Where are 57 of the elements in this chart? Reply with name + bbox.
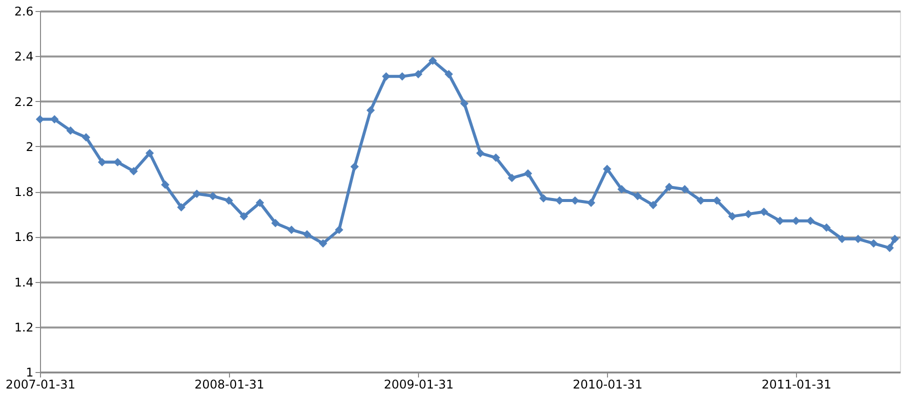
- point: [617, 185, 626, 194]
- point: [586, 198, 596, 207]
- point: [82, 133, 90, 142]
- point: [398, 72, 406, 81]
- point: [161, 180, 170, 189]
- point: [287, 226, 296, 234]
- y-tick-label: 2.2: [14, 94, 34, 109]
- point: [728, 212, 737, 220]
- point: [302, 230, 312, 239]
- x-tick-label: 2008-01-31: [194, 378, 264, 392]
- point: [444, 70, 453, 78]
- point: [240, 212, 248, 220]
- y-tick-label: 1.4: [14, 275, 34, 290]
- y-tick-label: 1.8: [14, 185, 34, 199]
- point: [318, 239, 328, 248]
- point: [648, 200, 658, 210]
- point: [177, 203, 186, 212]
- y-tick-label: 2.4: [14, 50, 34, 64]
- y-tick-label: 1.2: [14, 320, 34, 334]
- point: [885, 244, 894, 252]
- point: [539, 194, 548, 202]
- point: [633, 192, 642, 200]
- point: [744, 210, 753, 218]
- point: [382, 72, 390, 81]
- point: [760, 208, 768, 216]
- point: [869, 239, 878, 248]
- point: [822, 223, 831, 232]
- point: [524, 169, 532, 178]
- point: [414, 70, 422, 78]
- y-tick-label: 1: [26, 366, 34, 380]
- x-tick-label: 2007-01-31: [6, 378, 76, 392]
- point: [476, 148, 485, 158]
- point: [492, 153, 500, 162]
- point: [890, 234, 900, 244]
- point: [129, 167, 138, 176]
- x-tick-label: 2011-01-31: [762, 378, 832, 392]
- point: [208, 192, 218, 200]
- point: [146, 148, 154, 158]
- y-tick-label: 1.6: [14, 230, 34, 244]
- x-tick-label: 2009-01-31: [384, 378, 454, 392]
- point: [665, 182, 674, 192]
- point: [271, 218, 280, 228]
- point: [428, 56, 437, 65]
- point: [350, 162, 359, 171]
- point: [602, 164, 612, 174]
- point: [680, 185, 689, 194]
- point: [508, 174, 516, 182]
- point: [256, 198, 264, 207]
- x-tick-label: 2010-01-31: [572, 378, 642, 392]
- y-tick-label: 2: [26, 140, 34, 154]
- y-tick-label: 2.6: [14, 4, 34, 18]
- point: [460, 99, 468, 108]
- point: [366, 106, 375, 114]
- point: [192, 190, 201, 198]
- point: [66, 126, 75, 135]
- point: [334, 226, 344, 234]
- point: [224, 196, 234, 205]
